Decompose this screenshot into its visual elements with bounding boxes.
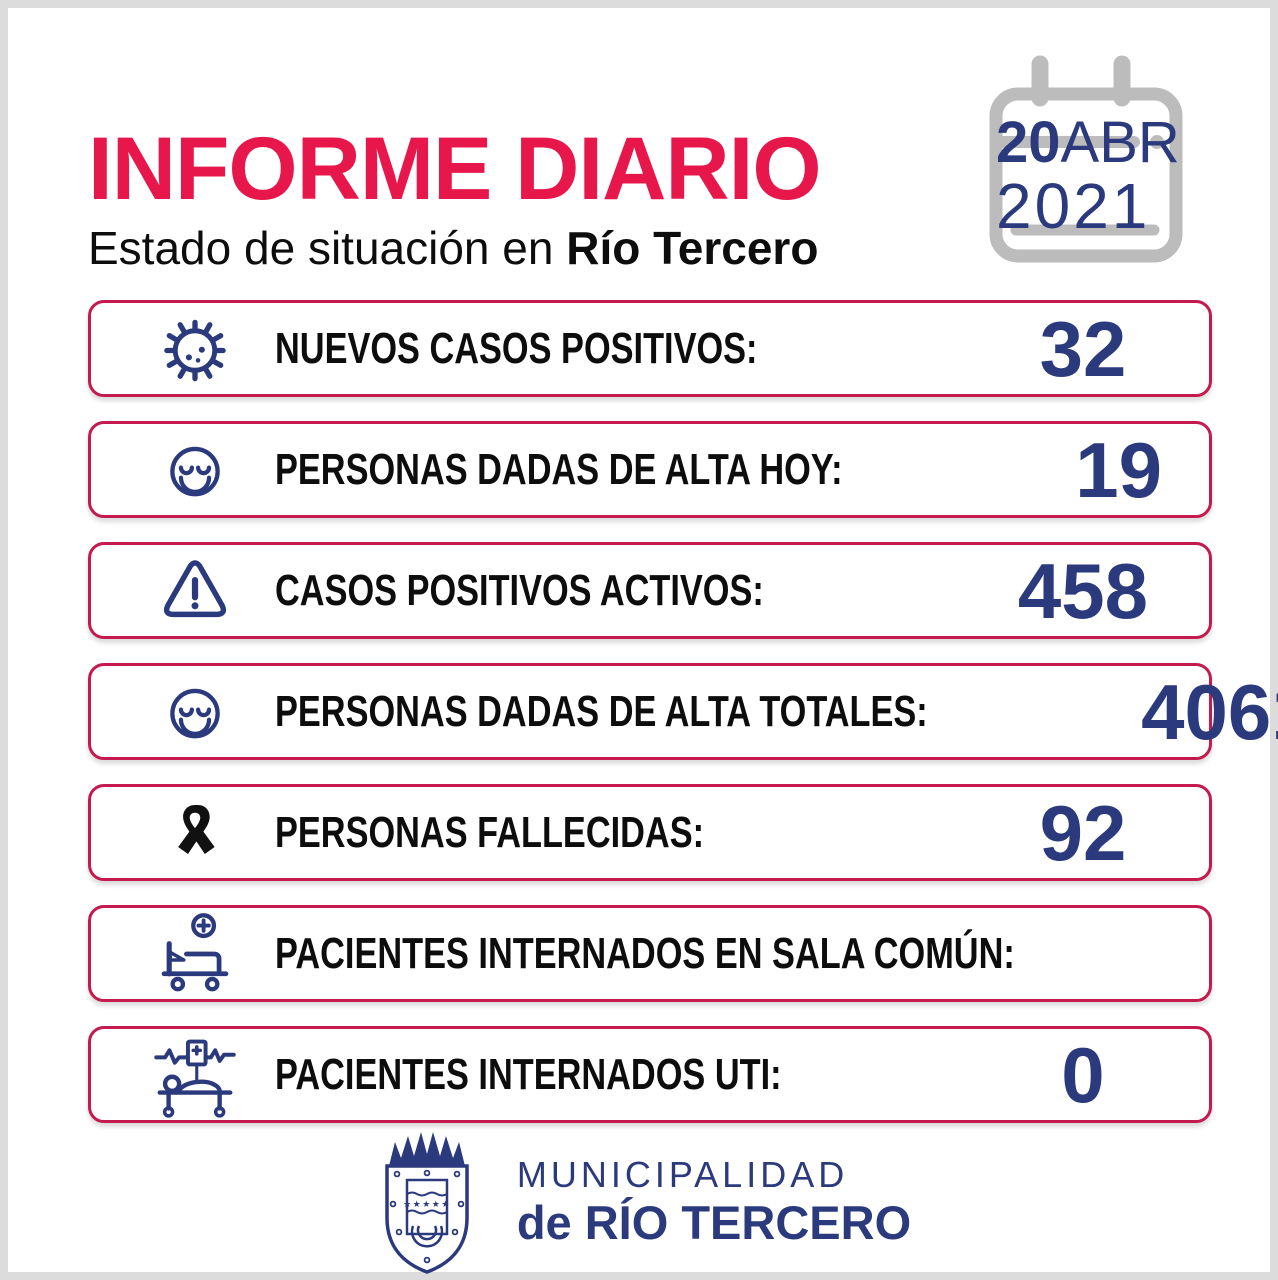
- date-month: ABR: [1060, 110, 1180, 175]
- stat-label: NUEVOS CASOS POSITIVOS:: [275, 323, 758, 373]
- warning-icon: [147, 552, 243, 630]
- stat-label: PACIENTES INTERNADOS UTI:: [275, 1049, 782, 1099]
- stat-value: 0: [1061, 1030, 1105, 1119]
- stat-row-altas-hoy: PERSONAS DADAS DE ALTA HOY: 19: [88, 421, 1212, 518]
- stat-value: 3: [1223, 915, 1278, 993]
- calendar-date-badge: 20ABR 2021: [966, 38, 1204, 278]
- stat-row-casos-activos: CASOS POSITIVOS ACTIVOS: 458: [88, 542, 1212, 639]
- hospital-bed-icon: [147, 911, 243, 997]
- stat-row-nuevos-casos: NUEVOS CASOS POSITIVOS: 32: [88, 300, 1212, 397]
- date-day: 20: [996, 110, 1061, 175]
- page-subtitle: Estado de situación en Río Tercero: [88, 225, 821, 271]
- mourning-ribbon-icon: [147, 798, 243, 868]
- svg-text:★★★★★: ★★★★★: [403, 1200, 451, 1210]
- stat-value: 458: [1017, 546, 1149, 635]
- virus-icon: [147, 311, 243, 387]
- footer: ★★★★★ MUNICIPALIDAD de RÍO TERCERO: [8, 1126, 1270, 1278]
- stat-row-altas-totales: PERSONAS DADAS DE ALTA TOTALES: 4061: [88, 663, 1278, 760]
- stat-label: CASOS POSITIVOS ACTIVOS:: [275, 565, 764, 615]
- stat-label: PERSONAS DADAS DE ALTA TOTALES:: [275, 686, 928, 736]
- stat-value: 19: [1075, 425, 1163, 514]
- stat-value: 4061: [1141, 667, 1278, 756]
- municipal-shield-logo: ★★★★★: [385, 1132, 469, 1274]
- organization-name: MUNICIPALIDAD de RÍO TERCERO: [517, 1156, 911, 1247]
- icu-bed-icon: [147, 1031, 243, 1119]
- subtitle-city: Río Tercero: [566, 222, 819, 274]
- stat-label: PERSONAS FALLECIDAS:: [275, 807, 705, 857]
- stat-value: 32: [1039, 304, 1127, 393]
- report-date: 20ABR 2021: [996, 114, 1180, 242]
- smiley-icon: [147, 673, 243, 751]
- header: INFORME DIARIO Estado de situación en Rí…: [88, 118, 822, 272]
- calendar-icon: [989, 55, 1183, 263]
- page-title: INFORME DIARIO: [88, 118, 822, 218]
- stat-row-fallecidas: PERSONAS FALLECIDAS: 92: [88, 784, 1212, 881]
- stat-value: 92: [1039, 788, 1127, 877]
- org-name-line1: MUNICIPALIDAD: [516, 1154, 849, 1196]
- date-year: 2021: [996, 170, 1151, 242]
- stats-list: NUEVOS CASOS POSITIVOS: 32 PERSONAS DADA…: [88, 300, 1278, 1147]
- org-name-line2: de RÍO TERCERO: [516, 1196, 912, 1250]
- subtitle-prefix: Estado de situación en: [88, 222, 567, 274]
- stat-row-internados-sala-comun: PACIENTES INTERNADOS EN SALA COMÚN: 3: [88, 905, 1212, 1002]
- stat-label: PERSONAS DADAS DE ALTA HOY:: [275, 444, 843, 494]
- stat-label: PACIENTES INTERNADOS EN SALA COMÚN:: [275, 928, 1015, 978]
- smiley-icon: [147, 431, 243, 509]
- stat-row-internados-uti: PACIENTES INTERNADOS UTI: 0: [88, 1026, 1212, 1123]
